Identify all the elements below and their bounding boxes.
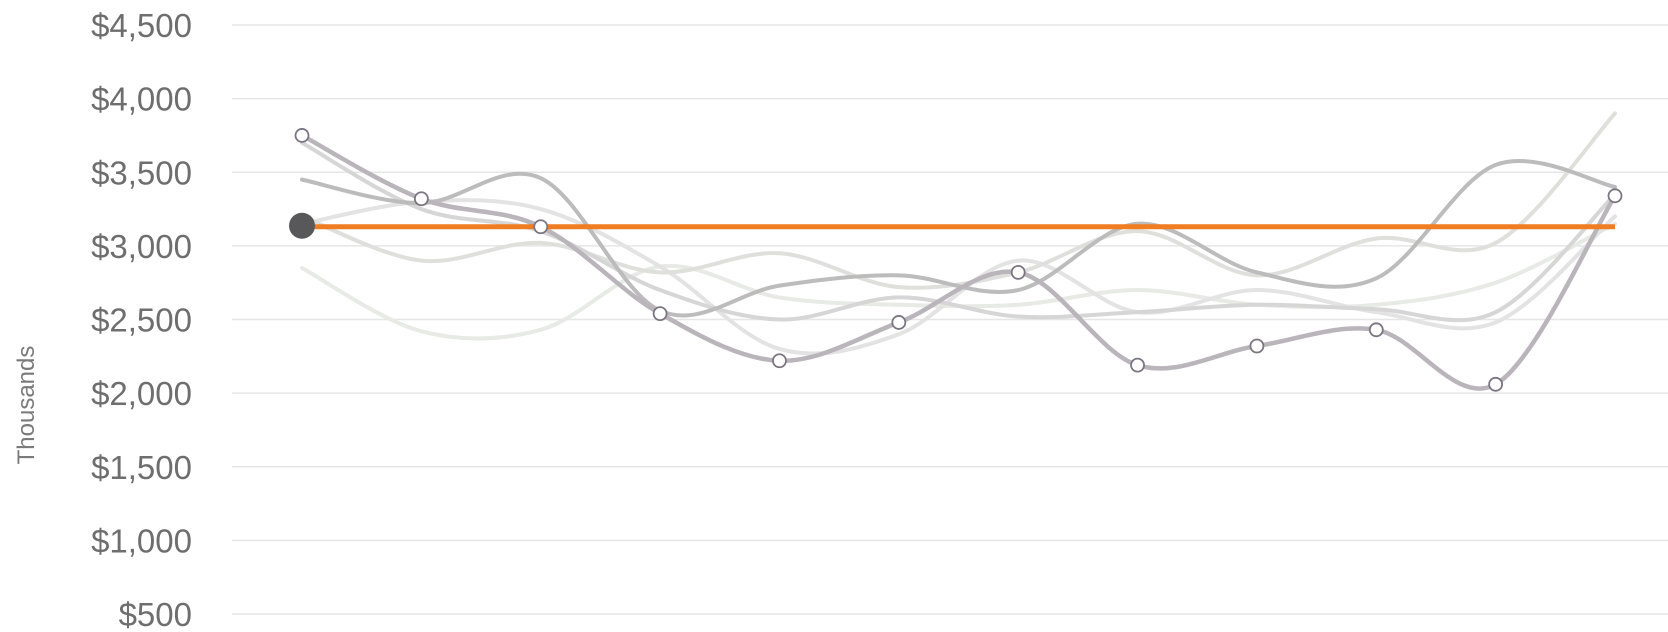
y-tick-label: $4,000 bbox=[91, 81, 192, 118]
y-tick-label: $1,500 bbox=[91, 449, 192, 486]
data-point-marker bbox=[1368, 322, 1384, 338]
y-tick-label: $4,500 bbox=[91, 7, 192, 44]
y-tick-label: $2,000 bbox=[91, 375, 192, 412]
reference-line-group bbox=[289, 212, 1615, 239]
data-point-marker bbox=[772, 353, 787, 369]
series bbox=[299, 111, 1618, 391]
y-axis-title: Thousands bbox=[13, 346, 40, 465]
data-point-marker bbox=[891, 315, 907, 330]
data-point-marker bbox=[1488, 376, 1504, 392]
y-axis-ticks: $500 $1,000 $1,500 $2,000 $2,500 $3,000 $3,500… bbox=[91, 7, 192, 632]
data-point-marker bbox=[1130, 357, 1145, 373]
y-tick-label: $2,500 bbox=[91, 302, 192, 339]
data-point-marker bbox=[1607, 188, 1623, 204]
data-point-marker bbox=[652, 306, 668, 322]
y-tick-label: $3,500 bbox=[91, 154, 192, 191]
y-tick-label: $500 bbox=[119, 596, 192, 632]
y-tick-label: $3,000 bbox=[91, 228, 192, 265]
data-point-marker bbox=[1249, 338, 1265, 354]
data-point-marker bbox=[294, 128, 310, 143]
series-line-background bbox=[300, 158, 1617, 318]
gridlines bbox=[232, 24, 1668, 615]
markers bbox=[294, 128, 1623, 392]
y-tick-label: $1,000 bbox=[91, 522, 192, 559]
data-point-marker bbox=[533, 219, 549, 235]
data-point-marker bbox=[1010, 264, 1026, 280]
data-point-marker bbox=[413, 191, 429, 207]
series-line-highlighted bbox=[299, 133, 1618, 391]
reference-start-marker bbox=[289, 212, 315, 239]
